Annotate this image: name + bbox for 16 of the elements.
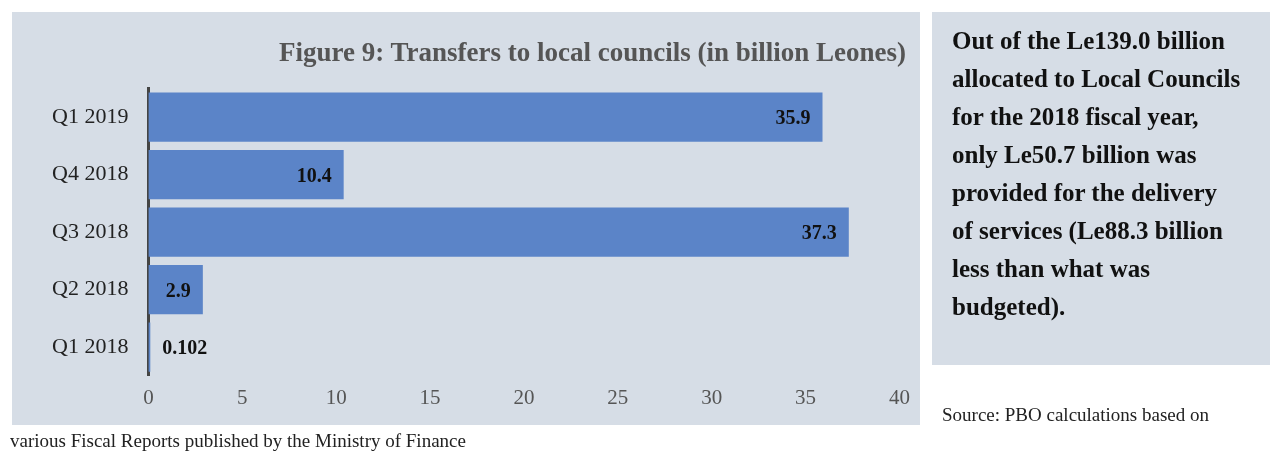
bar [148, 150, 344, 200]
y-tick-label: Q2 2018 [52, 275, 129, 301]
text: Out of the Le139.0 billion allocated to Local Councils for the 2018 fiscal year, only Le50.7 billion was provided for the delivery of services (Le88.3 billion less than what was budgeted). [932, 12, 1270, 365]
chart-title: Figure 9: Transfers to local councils (in billion Leones) [279, 37, 906, 68]
bar [148, 92, 823, 142]
data-label: 35.9 [775, 106, 811, 129]
data-label: 2.9 [165, 278, 191, 301]
y-tick-label: Q1 2019 [52, 102, 129, 128]
y-tick-label: Q3 2018 [52, 217, 129, 243]
data-label: 10.4 [296, 163, 332, 186]
y-tick-label: Q4 2018 [52, 160, 129, 186]
data-label: 37.3 [801, 221, 837, 244]
bar [148, 207, 849, 257]
bar [148, 265, 203, 315]
data-label: 0.102 [162, 336, 208, 359]
y-tick-label: Q1 2018 [52, 332, 129, 358]
